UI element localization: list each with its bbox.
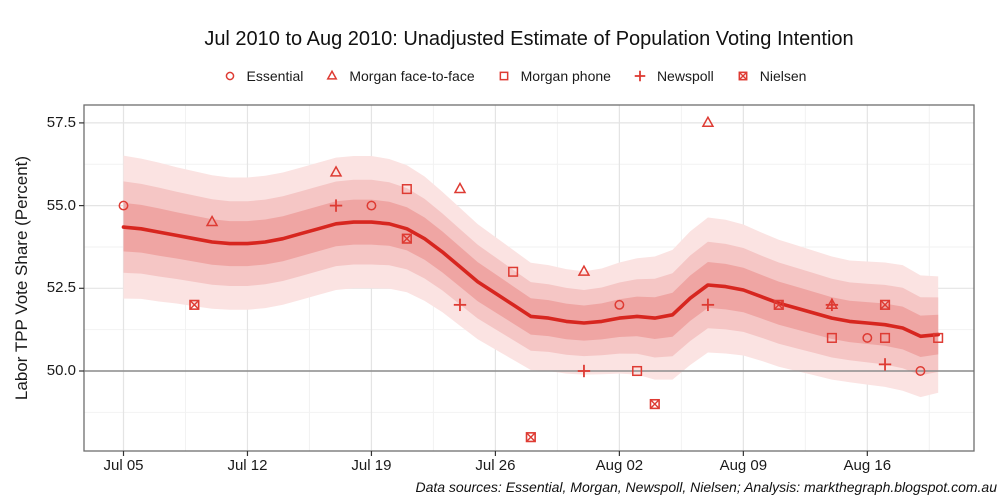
trend-line	[121, 220, 941, 339]
legend-circle-open-icon	[225, 71, 234, 81]
chart-legend: Essential Morgan face-to-face Morgan phone…	[0, 68, 1000, 84]
square-open-marker	[632, 365, 643, 377]
square-x-marker	[525, 432, 536, 443]
square-x-marker	[189, 299, 200, 310]
x-tick-label: Jul 26	[475, 457, 516, 474]
square-x-marker	[649, 398, 660, 410]
square-x-marker	[401, 233, 412, 244]
square-x-marker	[738, 71, 747, 81]
legend-plus-icon	[634, 70, 646, 82]
legend-item-essential: Essential	[222, 68, 304, 84]
x-tick-label: Aug 16	[843, 457, 892, 474]
panel-border	[83, 104, 975, 452]
square-x-marker	[738, 71, 748, 81]
triangle-open-marker	[577, 264, 591, 276]
triangle-open-marker	[453, 181, 467, 194]
square-x-marker	[650, 399, 660, 409]
series-nielsen	[189, 233, 891, 443]
legend-item-nielsen: Nielsen	[735, 68, 807, 84]
y-tick-label: 57.5	[46, 113, 76, 131]
triangle-open-marker	[701, 115, 715, 128]
square-x-marker	[773, 300, 784, 310]
series-morgan-phone	[401, 184, 944, 377]
square-open-marker	[499, 71, 509, 81]
x-tick-label: Aug 09	[719, 457, 768, 474]
x-tick-label: Jul 12	[227, 457, 268, 474]
legend-label: Newspoll	[656, 68, 714, 84]
square-x-marker	[879, 299, 891, 310]
circle-open-marker	[225, 71, 234, 81]
x-tick-label: Jul 05	[103, 457, 144, 474]
triangle-open-marker	[329, 165, 343, 177]
legend-item-newspoll: Newspoll	[632, 68, 714, 84]
chart-title: Jul 2010 to Aug 2010: Unadjusted Estimat…	[204, 28, 854, 50]
square-open-marker	[401, 184, 412, 195]
square-open-marker	[508, 266, 519, 277]
square-x-marker	[880, 300, 890, 310]
confidence-band-inner	[123, 199, 939, 357]
legend-label: Essential	[246, 68, 304, 84]
square-open-marker	[879, 332, 891, 343]
legend-square-open-icon	[499, 71, 509, 81]
legend-label: Morgan phone	[520, 68, 611, 84]
y-tick-label: 50.0	[46, 362, 76, 379]
square-open-marker	[826, 332, 837, 343]
y-tick-label: 55.0	[46, 196, 76, 214]
triangle-open-marker	[205, 214, 219, 227]
circle-open-marker	[366, 200, 377, 211]
legend-label: Morgan face-to-face	[349, 68, 475, 84]
circle-open-marker	[118, 200, 129, 211]
x-tick-label: Jul 19	[351, 457, 392, 474]
square-x-marker	[402, 233, 412, 244]
series-newspoll	[329, 199, 892, 378]
series-essential	[118, 200, 926, 376]
square-open-marker	[933, 332, 944, 343]
circle-open-marker	[862, 332, 873, 343]
legend-triangle-open-icon	[326, 69, 338, 80]
triangle-open-marker	[326, 69, 338, 80]
legend-label: Nielsen	[759, 68, 807, 84]
square-x-marker	[526, 432, 536, 442]
circle-open-marker	[614, 299, 625, 310]
legend-square-x-icon	[738, 71, 748, 81]
legend-item-morgan-face-to-face: Morgan face-to-face	[324, 68, 475, 84]
circle-open-marker	[915, 366, 926, 376]
x-tick-label: Aug 02	[595, 457, 644, 474]
square-x-marker	[189, 300, 200, 310]
data-source-note: Data sources: Essential, Morgan, Newspol…	[415, 479, 997, 495]
legend-item-morgan-phone: Morgan phone	[496, 68, 611, 84]
y-tick-label: 52.5	[46, 279, 76, 297]
square-x-marker	[773, 299, 784, 310]
